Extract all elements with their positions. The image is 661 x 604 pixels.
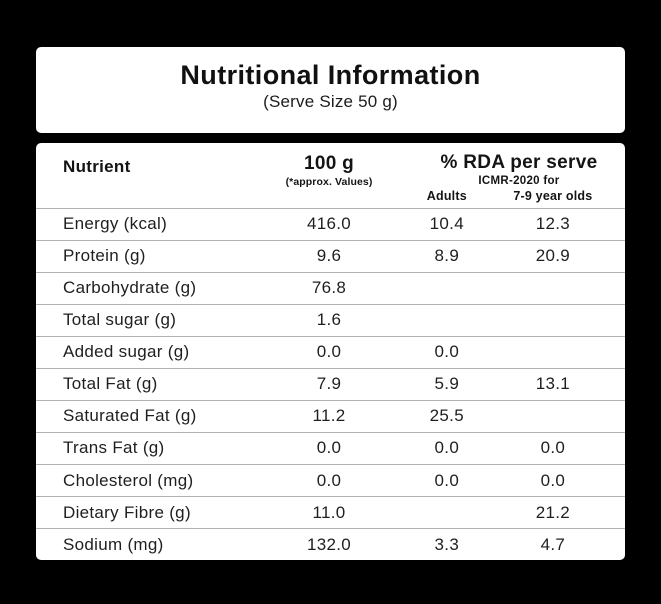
nutrient-cell: Cholesterol (mg) <box>36 463 246 497</box>
header-row-sub: Adults 7-9 year olds <box>36 187 625 208</box>
table-header: Nutrient 100 g (*approx. Values) % RDA p… <box>36 143 625 208</box>
table-row: Saturated Fat (g) 11.2 25.5 <box>36 399 625 433</box>
nutrient-cell: Saturated Fat (g) <box>36 399 246 433</box>
value-100g-cell: 11.0 <box>245 496 413 529</box>
header-rda-note: ICMR-2020 for <box>478 175 560 187</box>
nutrient-cell: Carbohydrate (g) <box>36 271 246 305</box>
nutrient-cell: Energy (kcal) <box>36 207 246 241</box>
table-row: Protein (g) 9.6 8.9 20.9 <box>36 239 625 273</box>
value-100g-cell: 11.2 <box>245 399 413 433</box>
nutrition-table: Nutrient 100 g (*approx. Values) % RDA p… <box>36 143 625 560</box>
rda-children-cell <box>480 399 625 433</box>
rda-children-cell <box>480 271 625 305</box>
value-100g-cell: 76.8 <box>245 271 413 305</box>
rda-children-cell: 12.3 <box>480 207 625 241</box>
value-100g-cell: 9.6 <box>245 239 413 273</box>
table-row: Total Fat (g) 7.9 5.9 13.1 <box>36 367 625 401</box>
nutrient-cell: Added sugar (g) <box>36 335 246 369</box>
rda-adults-cell: 8.9 <box>412 239 481 273</box>
table-row: Total sugar (g) 1.6 <box>36 303 625 337</box>
page-title: Nutritional Information <box>180 60 481 90</box>
header-adults: Adults <box>426 188 467 203</box>
rda-children-cell: 21.2 <box>480 496 625 529</box>
nutrient-cell: Total Fat (g) <box>36 367 246 401</box>
table-body: Energy (kcal) 416.0 10.4 12.3 Protein (g… <box>36 207 625 560</box>
table-row: Carbohydrate (g) 76.8 <box>36 271 625 305</box>
header-rda: % RDA per serve ICMR-2020 for <box>413 143 625 187</box>
header-nutrient: Nutrient <box>63 157 131 176</box>
value-100g-cell: 0.0 <box>245 463 413 497</box>
header-100g: 100 g (*approx. Values) <box>245 143 413 208</box>
rda-adults-cell: 0.0 <box>412 431 481 465</box>
rda-adults-cell: 5.9 <box>412 367 481 401</box>
header-100g-note: (*approx. Values) <box>285 176 373 188</box>
serve-size-subtitle: (Serve Size 50 g) <box>263 92 398 111</box>
nutrient-cell: Total sugar (g) <box>36 303 246 337</box>
rda-adults-cell <box>412 271 481 305</box>
nutrient-cell: Dietary Fibre (g) <box>36 496 246 529</box>
value-100g-cell: 0.0 <box>245 335 413 369</box>
title-card: Nutritional Information (Serve Size 50 g… <box>36 47 625 133</box>
header-rda-label: % RDA per serve <box>440 152 598 173</box>
nutrient-cell: Sodium (mg) <box>36 528 246 560</box>
header-100g-label: 100 g <box>303 153 355 174</box>
rda-adults-cell: 25.5 <box>412 399 481 433</box>
value-100g-cell: 0.0 <box>245 431 413 465</box>
rda-children-cell: 0.0 <box>480 463 625 497</box>
rda-children-cell <box>480 303 625 337</box>
table-row: Dietary Fibre (g) 11.0 21.2 <box>36 496 625 529</box>
rda-adults-cell: 0.0 <box>412 463 481 497</box>
rda-children-cell: 4.7 <box>480 528 625 560</box>
nutrient-cell: Trans Fat (g) <box>36 431 246 465</box>
value-100g-cell: 1.6 <box>245 303 413 337</box>
header-row-main: Nutrient 100 g (*approx. Values) % RDA p… <box>36 143 625 188</box>
rda-adults-cell <box>412 303 481 337</box>
rda-children-cell: 0.0 <box>480 431 625 465</box>
header-children: 7-9 year olds <box>513 188 593 203</box>
rda-children-cell: 20.9 <box>480 239 625 273</box>
rda-children-cell: 13.1 <box>480 367 625 401</box>
table-row: Added sugar (g) 0.0 0.0 <box>36 335 625 369</box>
value-100g-cell: 7.9 <box>245 367 413 401</box>
value-100g-cell: 132.0 <box>245 528 413 560</box>
nutrient-cell: Protein (g) <box>36 239 246 273</box>
rda-children-cell <box>480 335 625 369</box>
value-100g-cell: 416.0 <box>245 207 413 241</box>
rda-adults-cell: 0.0 <box>412 335 481 369</box>
rda-adults-cell: 3.3 <box>412 528 481 560</box>
rda-adults-cell <box>412 496 481 529</box>
table-row: Cholesterol (mg) 0.0 0.0 0.0 <box>36 463 625 497</box>
table-row: Energy (kcal) 416.0 10.4 12.3 <box>36 207 625 241</box>
table-row: Trans Fat (g) 0.0 0.0 0.0 <box>36 431 625 465</box>
rda-adults-cell: 10.4 <box>412 207 481 241</box>
nutrition-table-card: Nutrient 100 g (*approx. Values) % RDA p… <box>36 143 625 560</box>
table-row: Sodium (mg) 132.0 3.3 4.7 <box>36 528 625 560</box>
